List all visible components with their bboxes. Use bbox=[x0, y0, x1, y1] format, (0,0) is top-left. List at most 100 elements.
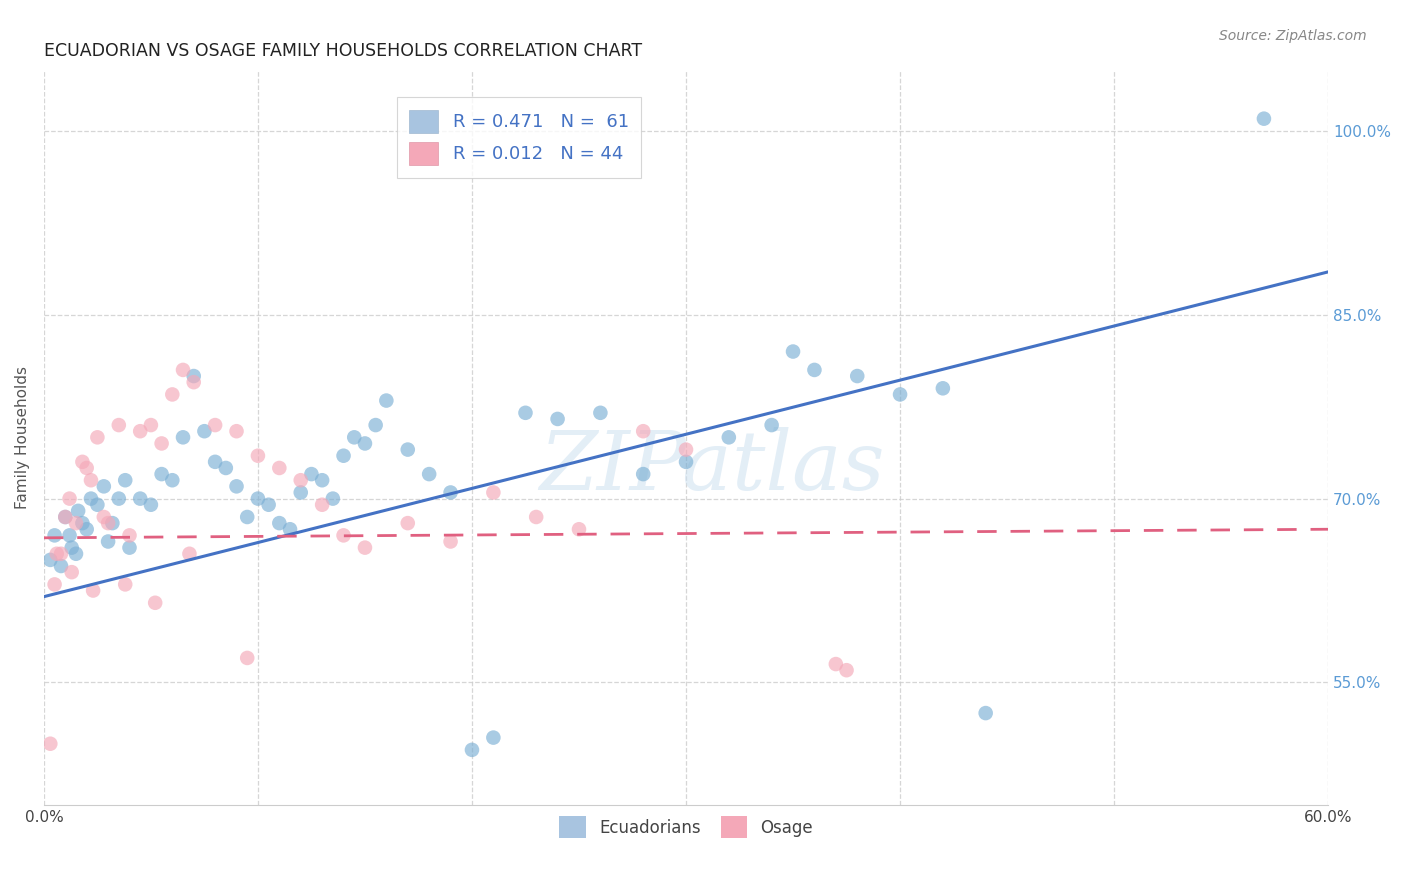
Point bbox=[172, 363, 194, 377]
Point bbox=[65, 516, 87, 530]
Point bbox=[193, 424, 215, 438]
Point bbox=[568, 522, 591, 536]
Point bbox=[67, 504, 90, 518]
Point bbox=[631, 467, 654, 481]
Point bbox=[461, 743, 484, 757]
Point bbox=[97, 516, 120, 530]
Point bbox=[114, 473, 136, 487]
Point bbox=[162, 473, 184, 487]
Point bbox=[49, 559, 72, 574]
Point bbox=[332, 528, 354, 542]
Point bbox=[236, 651, 259, 665]
Point bbox=[93, 510, 115, 524]
Point bbox=[311, 498, 333, 512]
Point bbox=[179, 547, 201, 561]
Point bbox=[44, 528, 66, 542]
Text: Source: ZipAtlas.com: Source: ZipAtlas.com bbox=[1219, 29, 1367, 43]
Point bbox=[76, 522, 98, 536]
Point bbox=[60, 541, 83, 555]
Point bbox=[515, 406, 537, 420]
Point bbox=[150, 467, 173, 481]
Point bbox=[824, 657, 846, 671]
Point bbox=[439, 534, 461, 549]
Point bbox=[139, 418, 162, 433]
Point bbox=[290, 473, 312, 487]
Point bbox=[761, 418, 783, 433]
Point bbox=[45, 547, 67, 561]
Point bbox=[53, 510, 76, 524]
Legend: Ecuadorians, Osage: Ecuadorians, Osage bbox=[553, 810, 820, 845]
Y-axis label: Family Households: Family Households bbox=[15, 366, 30, 508]
Point bbox=[107, 491, 129, 506]
Point bbox=[150, 436, 173, 450]
Point bbox=[246, 449, 269, 463]
Point bbox=[482, 485, 505, 500]
Point bbox=[364, 418, 387, 433]
Point bbox=[44, 577, 66, 591]
Point bbox=[675, 455, 697, 469]
Point bbox=[76, 461, 98, 475]
Point bbox=[974, 706, 997, 720]
Point bbox=[257, 498, 280, 512]
Point bbox=[172, 430, 194, 444]
Point bbox=[236, 510, 259, 524]
Point bbox=[80, 473, 103, 487]
Point bbox=[93, 479, 115, 493]
Point bbox=[225, 479, 247, 493]
Point bbox=[932, 381, 955, 395]
Point bbox=[835, 663, 858, 677]
Point bbox=[332, 449, 354, 463]
Point bbox=[72, 516, 94, 530]
Point bbox=[269, 516, 291, 530]
Point bbox=[269, 461, 291, 475]
Point bbox=[118, 541, 141, 555]
Point bbox=[322, 491, 344, 506]
Point bbox=[375, 393, 398, 408]
Point bbox=[589, 406, 612, 420]
Point bbox=[204, 418, 226, 433]
Point bbox=[215, 461, 238, 475]
Point bbox=[204, 455, 226, 469]
Point bbox=[107, 418, 129, 433]
Point bbox=[396, 442, 419, 457]
Point bbox=[354, 541, 377, 555]
Point bbox=[1253, 112, 1275, 126]
Point bbox=[86, 498, 108, 512]
Point bbox=[60, 565, 83, 579]
Point bbox=[118, 528, 141, 542]
Point bbox=[631, 424, 654, 438]
Point bbox=[717, 430, 740, 444]
Point bbox=[290, 485, 312, 500]
Point bbox=[58, 491, 80, 506]
Point bbox=[396, 516, 419, 530]
Point bbox=[82, 583, 104, 598]
Point bbox=[162, 387, 184, 401]
Point bbox=[343, 430, 366, 444]
Point bbox=[183, 375, 205, 389]
Point bbox=[782, 344, 804, 359]
Point bbox=[354, 436, 377, 450]
Point bbox=[225, 424, 247, 438]
Point bbox=[139, 498, 162, 512]
Point bbox=[39, 737, 62, 751]
Point bbox=[278, 522, 301, 536]
Point bbox=[846, 369, 869, 384]
Point bbox=[246, 491, 269, 506]
Text: ECUADORIAN VS OSAGE FAMILY HOUSEHOLDS CORRELATION CHART: ECUADORIAN VS OSAGE FAMILY HOUSEHOLDS CO… bbox=[44, 42, 643, 60]
Point bbox=[86, 430, 108, 444]
Point bbox=[80, 491, 103, 506]
Point bbox=[418, 467, 440, 481]
Point bbox=[311, 473, 333, 487]
Point bbox=[482, 731, 505, 745]
Point bbox=[97, 534, 120, 549]
Point bbox=[439, 485, 461, 500]
Point bbox=[129, 491, 152, 506]
Point bbox=[58, 528, 80, 542]
Point bbox=[65, 547, 87, 561]
Point bbox=[301, 467, 323, 481]
Point bbox=[524, 510, 547, 524]
Point bbox=[143, 596, 166, 610]
Point bbox=[72, 455, 94, 469]
Point bbox=[675, 442, 697, 457]
Point bbox=[101, 516, 124, 530]
